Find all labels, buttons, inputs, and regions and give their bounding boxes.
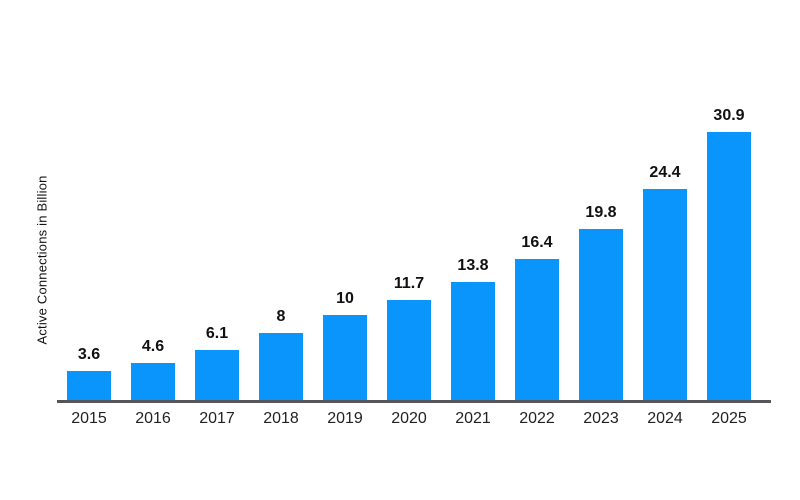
bar-value-label: 10 [336, 290, 354, 307]
x-tick-label: 2017 [199, 410, 235, 427]
bar-value-label: 3.6 [77, 346, 101, 363]
x-tick-label: 2018 [263, 410, 299, 427]
x-tick-label: 2024 [647, 410, 683, 427]
bar [643, 189, 687, 403]
x-tick-label: 2022 [519, 410, 555, 427]
bar-value-label: 8 [276, 308, 286, 325]
bar [515, 259, 559, 403]
bar [259, 333, 303, 403]
bar-value-label: 16.4 [521, 234, 553, 251]
bar [323, 315, 367, 403]
bar [387, 300, 431, 403]
x-tick-label: 2019 [327, 410, 363, 427]
bar-value-label: 4.6 [141, 338, 165, 355]
bar [195, 350, 239, 403]
bar-value-label: 30.9 [713, 107, 745, 124]
x-axis-line [57, 400, 771, 403]
bar [131, 363, 175, 403]
x-tick-label: 2021 [455, 410, 491, 427]
x-tick-label: 2015 [71, 410, 107, 427]
bar-value-label: 13.8 [457, 257, 489, 274]
bar [451, 282, 495, 403]
bar [67, 371, 111, 403]
bar-value-label: 6.1 [205, 325, 229, 342]
bar [579, 229, 623, 403]
bar-value-label: 11.7 [393, 275, 425, 292]
x-tick-label: 2025 [711, 410, 747, 427]
bar [707, 132, 751, 403]
x-tick-label: 2020 [391, 410, 427, 427]
x-tick-label: 2016 [135, 410, 171, 427]
x-tick-label: 2023 [583, 410, 619, 427]
bar-value-label: 24.4 [649, 164, 681, 181]
bar-value-label: 19.8 [585, 204, 617, 221]
